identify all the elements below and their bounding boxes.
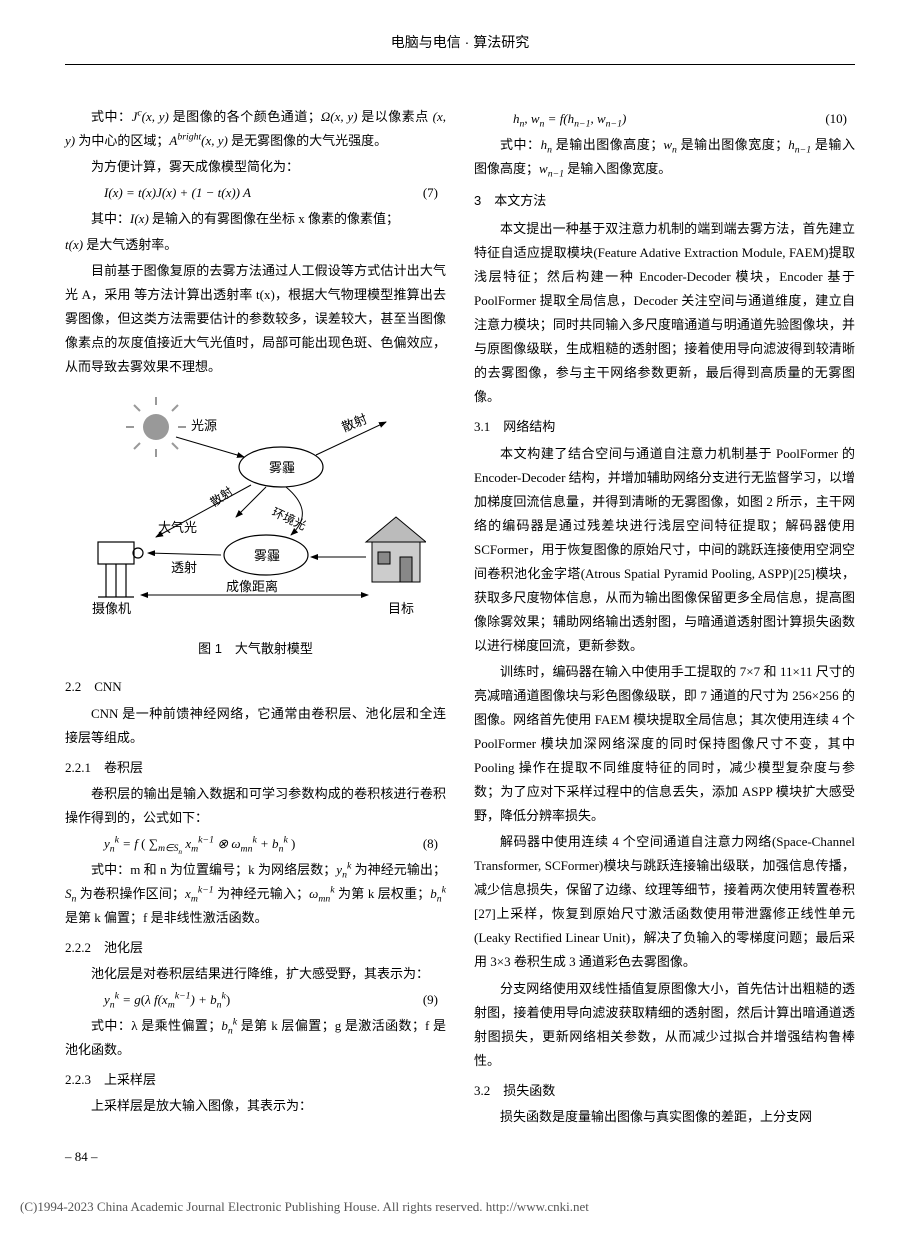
text: 是图像的各个颜色通道； [169,109,321,124]
text: 是以像素点 [357,109,432,124]
paragraph: 本文构建了结合空间与通道自注意力机制基于 PoolFormer 的 Encode… [474,442,855,658]
math: Ω(x, y) [321,109,358,124]
paragraph: 式中：hn 是输出图像高度；wn 是输出图像宽度；hn−1 是输入图像高度；wn… [474,133,855,181]
math: bnk [221,1018,237,1033]
math: I(x) [130,211,149,226]
text: 式中： [91,109,132,124]
math: bnk [430,886,446,901]
text: 是输出图像宽度； [677,137,788,152]
camera-icon [98,542,143,597]
text: 为神经元输入； [214,886,310,901]
equation-8: ynk = f ( ∑m∈Sn xmk−1 ⊗ ωmnk + bnk ) (8) [65,832,446,856]
paragraph: 式中：m 和 n 为位置编号；k 为网络层数；ynk 为神经元输出； Sn 为卷积… [65,858,446,930]
math: ynk [336,862,351,877]
label-trans: 透射 [171,560,197,575]
equation-7: I(x) = t(x)J(x) + (1 − t(x)) A (7) [65,181,446,205]
house-icon [366,517,426,582]
label-scatter: 散射 [339,412,369,436]
label-haze1: 雾霾 [269,460,295,475]
section-2-2-3: 2.2.3 上采样层 [65,1068,446,1092]
paragraph: 池化层是对卷积层结果进行降维，扩大感受野，其表示为： [65,962,446,986]
label-dist: 成像距离 [226,579,278,594]
text: 是第 k 偏置；f 是非线性激活函数。 [65,910,268,925]
text: 其中： [91,211,130,226]
label-light: 光源 [191,418,217,433]
formula: ynk = g(λ f(xmk−1) + bnk) [104,988,423,1012]
page-header: 电脑与电信 · 算法研究 [65,30,855,65]
formula: ynk = f ( ∑m∈Sn xmk−1 ⊗ ωmnk + bnk ) [104,832,423,856]
left-column: 式中：Jc(x, y) 是图像的各个颜色通道；Ω(x, y) 是以像素点 (x,… [65,105,446,1131]
equation-number: (9) [423,988,446,1012]
label-target: 目标 [388,601,414,616]
figure-1: 光源 雾霾 散射 摄像机 [86,397,426,661]
text: 式中：m 和 n 为位置编号；k 为网络层数； [91,862,336,877]
paragraph: 损失函数是度量输出图像与真实图像的差距，上分支网 [474,1105,855,1129]
footer-copyright: (C)1994-2023 China Academic Journal Elec… [0,1175,920,1219]
equation-number: (8) [423,832,446,856]
section-3: 3 本文方法 [474,189,855,213]
math: Jc(x, y) [132,109,169,124]
two-column-layout: 式中：Jc(x, y) 是图像的各个颜色通道；Ω(x, y) 是以像素点 (x,… [0,105,920,1131]
label-haze2: 雾霾 [254,548,280,563]
text: 为卷积操作区间； [76,886,185,901]
formula: hn, wn = f(hn−1, wn−1) [513,107,825,131]
paragraph: 训练时，编码器在输入中使用手工提取的 7×7 和 11×11 尺寸的亮减暗通道图… [474,660,855,828]
label-env: 环境光 [269,505,308,534]
label-atmlight: 大气光 [158,520,197,535]
math: t(x) [65,237,83,252]
paragraph: 其中：I(x) 是输入的有雾图像在坐标 x 像素的像素值； [65,207,446,231]
paragraph: CNN 是一种前馈神经网络，它通常由卷积层、池化层和全连接层等组成。 [65,702,446,750]
label-camera: 摄像机 [92,601,131,616]
equation-number: (10) [825,107,855,131]
figure-caption: 图 1 大气散射模型 [86,637,426,661]
label-scatter2: 散射 [207,484,235,510]
paragraph: 本文提出一种基于双注意力机制的端到端去雾方法，首先建立特征自适应提取模块(Fea… [474,217,855,409]
atmospheric-scattering-diagram: 光源 雾霾 散射 摄像机 [86,397,426,627]
section-2-2: 2.2 CNN [65,675,446,699]
text: 为第 k 层权重； [335,886,431,901]
text: 是输入的有雾图像在坐标 x 像素的像素值； [149,211,399,226]
paragraph: 解码器中使用连续 4 个空间通道自注意力网络(Space-Channel Tra… [474,830,855,974]
text: 为神经元输出； [351,862,446,877]
section-2-2-1: 2.2.1 卷积层 [65,756,446,780]
paragraph: 卷积层的输出是输入数据和可学习参数构成的卷积核进行卷积操作得到的，公式如下： [65,782,446,830]
right-column: hn, wn = f(hn−1, wn−1) (10) 式中：hn 是输出图像高… [474,105,855,1131]
paragraph: 为方便计算，雾天成像模型简化为： [65,155,446,179]
text: 是输出图像高度； [552,137,663,152]
text: 式中：λ 是乘性偏置； [91,1018,221,1033]
sun-icon [126,397,186,457]
math: xmk−1 [185,886,214,901]
equation-10: hn, wn = f(hn−1, wn−1) (10) [474,107,855,131]
section-3-2: 3.2 损失函数 [474,1079,855,1103]
math: ωmnk [309,886,334,901]
paragraph: 上采样层是放大输入图像，其表示为： [65,1094,446,1118]
paragraph: 式中：Jc(x, y) 是图像的各个颜色通道；Ω(x, y) 是以像素点 (x,… [65,105,446,153]
paragraph: t(x) 是大气透射率。 [65,233,446,257]
math: Abright(x, y) [169,133,228,148]
section-2-2-2: 2.2.2 池化层 [65,936,446,960]
text: 式中： [500,137,541,152]
equation-number: (7) [423,181,446,205]
math: wn [663,137,677,152]
math: wn−1 [539,161,564,176]
text: 是输入图像宽度。 [564,161,671,176]
paragraph: 目前基于图像复原的去雾方法通过人工假设等方式估计出大气光 A，采用 等方法计算出… [65,259,446,379]
paragraph: 式中：λ 是乘性偏置；bnk 是第 k 层偏置；g 是激活函数；f 是池化函数。 [65,1014,446,1062]
formula: I(x) = t(x)J(x) + (1 − t(x)) A [104,181,423,205]
text: 为中心的区域； [75,133,169,148]
math: hn−1 [788,137,811,152]
math: Sn [65,886,76,901]
text: 是大气透射率。 [83,237,177,252]
text: 是无雾图像的大气光强度。 [228,133,387,148]
math: hn [541,137,552,152]
page-number: – 84 – [0,1131,920,1175]
paragraph: 分支网络使用双线性插值复原图像大小，首先估计出粗糙的透射图，接着使用导向滤波获取… [474,977,855,1073]
section-3-1: 3.1 网络结构 [474,415,855,439]
equation-9: ynk = g(λ f(xmk−1) + bnk) (9) [65,988,446,1012]
